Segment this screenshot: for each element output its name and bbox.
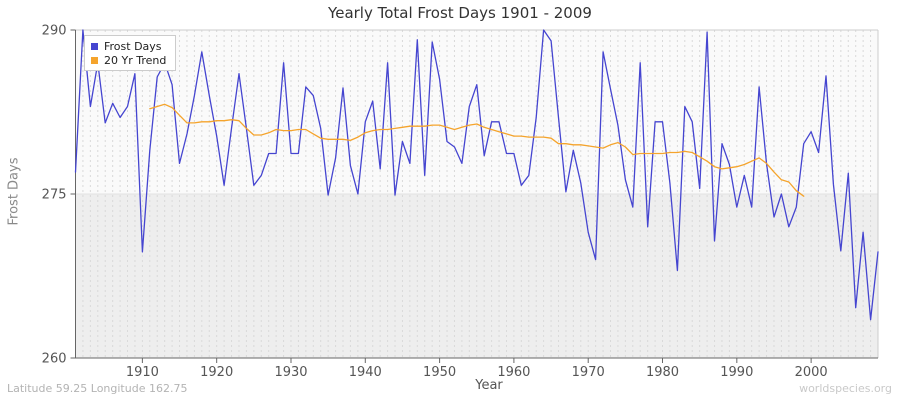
legend-item-trend: 20 Yr Trend (91, 53, 166, 67)
orange-square-swatch (91, 56, 98, 64)
x-tick-label: 2000 (795, 365, 828, 380)
x-tick-label: 1940 (349, 365, 382, 380)
x-tick-label: 1910 (126, 365, 159, 380)
legend-label: Frost Days (104, 39, 162, 53)
blue-square-swatch (91, 42, 98, 50)
coordinates-label: Latitude 59.25 Longitude 162.75 (7, 382, 188, 395)
x-axis-title: Year (475, 378, 503, 393)
legend-item-frost-days: Frost Days (91, 39, 166, 53)
y-tick-label: 260 (42, 352, 67, 367)
chart-title: Yearly Total Frost Days 1901 - 2009 (328, 4, 592, 22)
y-axis-title: Frost Days (6, 157, 22, 226)
x-tick-label: 1970 (572, 365, 605, 380)
y-tick-label: 290 (42, 24, 67, 39)
frost-days-line (74, 29, 879, 321)
legend-label: 20 Yr Trend (104, 53, 167, 67)
x-tick-label: 1990 (720, 365, 753, 380)
x-tick-label: 1960 (497, 365, 530, 380)
x-tick-label: 1930 (274, 365, 307, 380)
y-tick-label: 275 (42, 188, 67, 203)
x-tick-label: 1980 (646, 365, 679, 380)
x-tick-label: 1920 (200, 365, 233, 380)
x-tick-label: 1950 (423, 365, 456, 380)
legend: Frost Days 20 Yr Trend (84, 35, 177, 71)
trend-line (149, 103, 805, 197)
watermark: worldspecies.org (799, 382, 892, 395)
